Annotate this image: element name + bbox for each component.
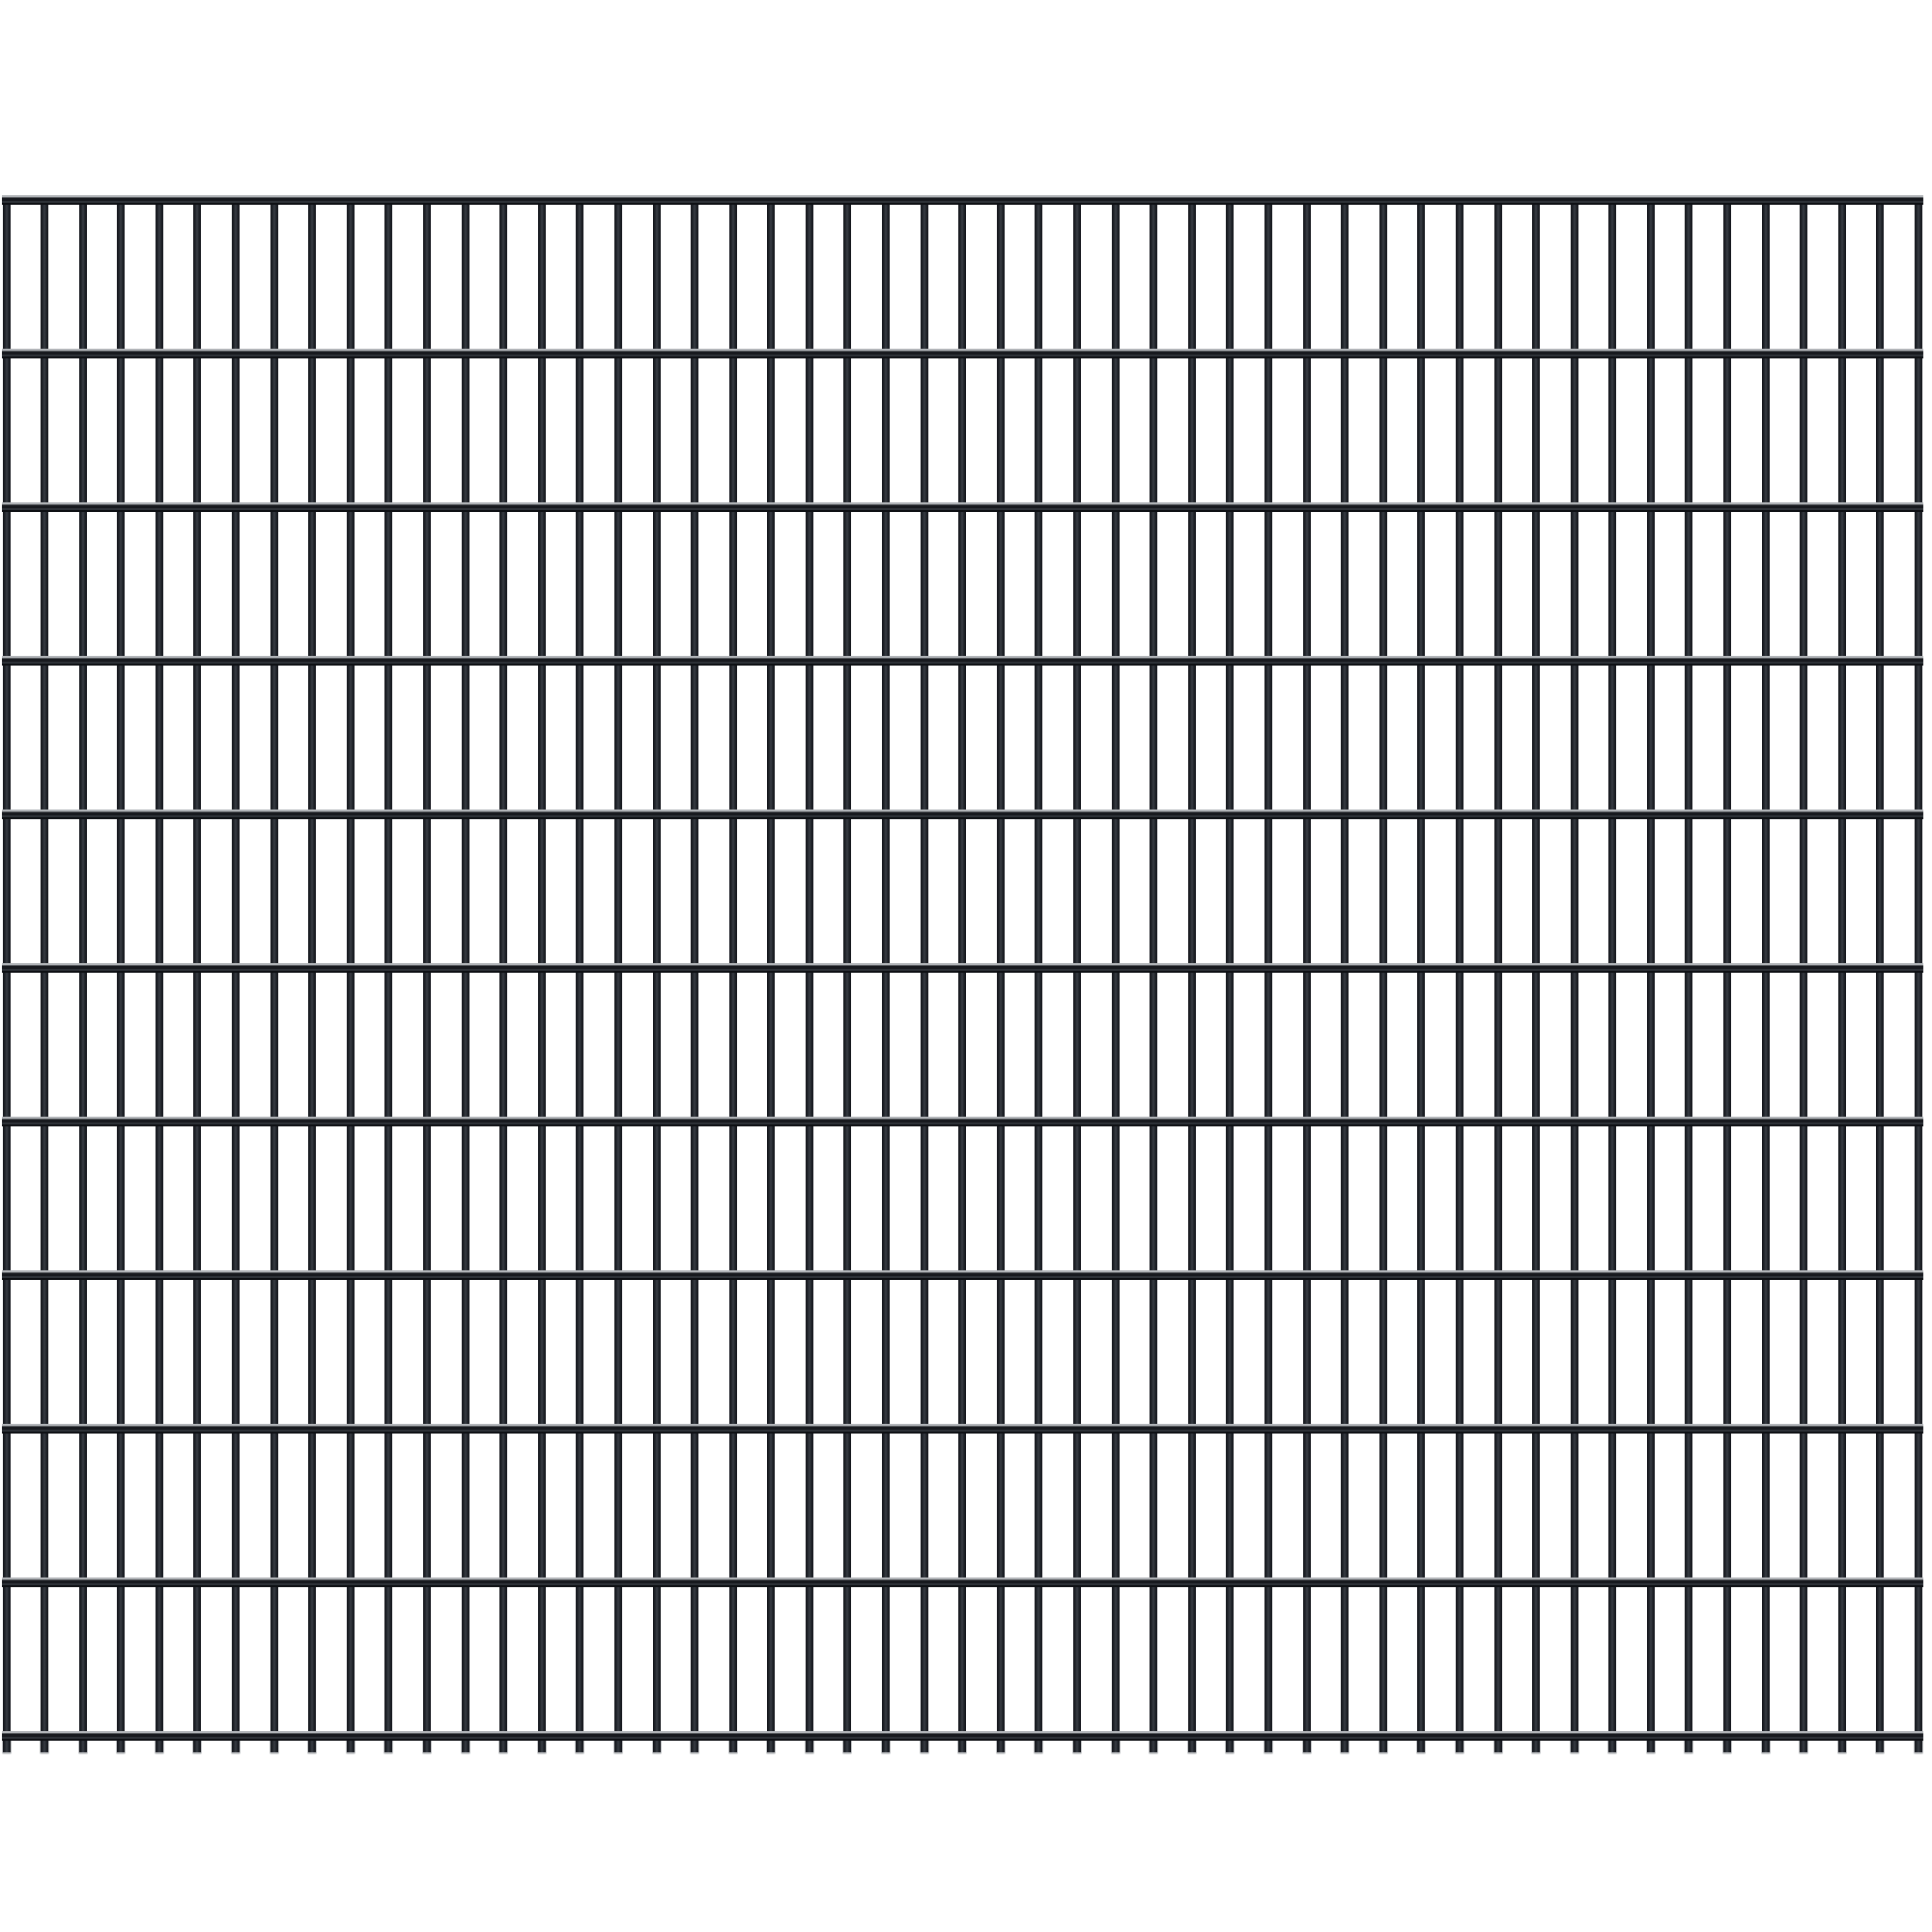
vertical-wire-bottom-stub (1493, 1741, 1503, 1754)
horizontal-bar (2, 656, 1923, 666)
vertical-wire-bottom-stub (1570, 1741, 1579, 1754)
vertical-wire-bottom-stub (1111, 1741, 1121, 1754)
vertical-wire-bottom-stub (1416, 1741, 1426, 1754)
vertical-wire-bottom-stub (842, 1741, 852, 1754)
vertical-wire-bottom-stub (461, 1741, 470, 1754)
vertical-wire-bottom-stub (652, 1741, 662, 1754)
vertical-wire-bottom-stub (346, 1741, 355, 1754)
fence-panel (2, 195, 1923, 1754)
vertical-wire-bottom-stub (957, 1741, 967, 1754)
vertical-wire-bottom-stub (270, 1741, 279, 1754)
vertical-wire-bottom-stub (537, 1741, 547, 1754)
vertical-wire-bottom-stub (1722, 1741, 1732, 1754)
horizontal-bar (2, 502, 1923, 512)
vertical-wire-bottom-stub (78, 1741, 88, 1754)
vertical-wire-bottom-stub (1225, 1741, 1235, 1754)
vertical-wire-bottom-stub (1264, 1741, 1273, 1754)
vertical-wire-bottom-stub (613, 1741, 623, 1754)
vertical-wire-bottom-stub (881, 1741, 891, 1754)
vertical-wire-bottom-stub (1340, 1741, 1350, 1754)
vertical-wire-bottom-stub (766, 1741, 776, 1754)
vertical-wire-bottom-stub (1455, 1741, 1464, 1754)
vertical-wire-bottom-stub (1875, 1741, 1885, 1754)
vertical-wire-bottom-stub (1607, 1741, 1617, 1754)
horizontal-bar (2, 1270, 1923, 1280)
vertical-wire-bottom-stub (116, 1741, 126, 1754)
horizontal-bar (2, 1731, 1923, 1741)
vertical-wire-bottom-stub (1761, 1741, 1771, 1754)
vertical-wire-bottom-stub (805, 1741, 814, 1754)
vertical-wire-bottom-stub (1684, 1741, 1693, 1754)
vertical-wire-bottom-stub (1837, 1741, 1847, 1754)
vertical-wire-bottom-stub (1799, 1741, 1808, 1754)
vertical-wire-bottom-stub (155, 1741, 164, 1754)
vertical-wire-bottom-stub (1378, 1741, 1388, 1754)
vertical-wire-bottom-stub (498, 1741, 508, 1754)
horizontal-bar (2, 810, 1923, 819)
horizontal-bar (2, 349, 1923, 358)
vertical-wire-bottom-stub (1531, 1741, 1541, 1754)
vertical-wire-bottom-stub (1187, 1741, 1197, 1754)
vertical-wire-bottom-stub (192, 1741, 202, 1754)
horizontal-bar (2, 195, 1923, 205)
horizontal-bar (2, 1117, 1923, 1126)
vertical-wire-bottom-stub (307, 1741, 317, 1754)
vertical-wire-bottom-stub (422, 1741, 432, 1754)
vertical-wire-bottom-stub (920, 1741, 929, 1754)
horizontal-bar (2, 1424, 1923, 1434)
vertical-wire-bottom-stub (728, 1741, 738, 1754)
vertical-wire-bottom-stub (40, 1741, 49, 1754)
vertical-wire-bottom-stub (1149, 1741, 1158, 1754)
vertical-wire-bottom-stub (690, 1741, 699, 1754)
horizontal-bar (2, 963, 1923, 973)
vertical-wire-bottom-stub (2, 1741, 12, 1754)
vertical-wire-bottom-stub (1034, 1741, 1043, 1754)
vertical-wire-bottom-stub (1302, 1741, 1312, 1754)
horizontal-bar (2, 1577, 1923, 1587)
vertical-wire-bottom-stub (1646, 1741, 1656, 1754)
vertical-wire-bottom-stub (1072, 1741, 1082, 1754)
vertical-wire-bottom-stub (1914, 1741, 1923, 1754)
vertical-wire-bottom-stub (384, 1741, 393, 1754)
vertical-wire-bottom-stub (231, 1741, 241, 1754)
vertical-wire-bottom-stub (996, 1741, 1006, 1754)
vertical-wire-bottom-stub (575, 1741, 584, 1754)
